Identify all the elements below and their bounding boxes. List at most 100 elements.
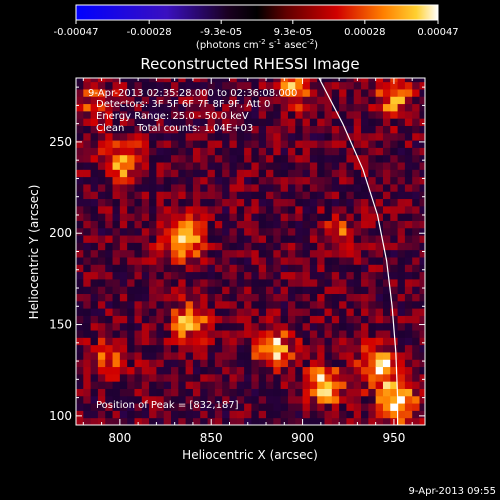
heatmap-cell — [112, 235, 121, 243]
heatmap-cell — [258, 235, 267, 243]
heatmap-cell — [295, 140, 304, 148]
heatmap-cell — [251, 176, 260, 185]
heatmap-cell — [222, 96, 230, 105]
heatmap-cell — [339, 169, 347, 178]
heatmap-cell — [419, 351, 425, 360]
heatmap-cell — [266, 81, 274, 90]
heatmap-cell — [397, 381, 406, 389]
heatmap-cell — [192, 300, 201, 309]
heatmap-cell — [112, 388, 121, 397]
heatmap-cell — [375, 322, 384, 331]
heatmap-cell — [419, 78, 425, 83]
heatmap-cell — [83, 300, 92, 309]
heatmap-cell — [171, 271, 179, 280]
heatmap-cell — [397, 88, 406, 97]
heatmap-cell — [361, 169, 369, 178]
heatmap-cell — [76, 344, 84, 353]
heatmap-cell — [397, 308, 406, 316]
heatmap-cell — [178, 78, 187, 83]
heatmap-cell — [207, 264, 216, 273]
heatmap-cell — [134, 373, 143, 382]
heatmap-cell — [185, 337, 194, 346]
heatmap-cell — [149, 183, 157, 192]
heatmap-cell — [368, 169, 377, 178]
heatmap-cell — [97, 337, 106, 346]
heatmap-cell — [229, 125, 238, 134]
heatmap-cell — [361, 96, 369, 105]
heatmap-cell — [302, 264, 311, 273]
heatmap-cell — [404, 96, 413, 105]
heatmap-cell — [214, 278, 223, 287]
heatmap-cell — [302, 220, 311, 229]
heatmap-cell — [127, 191, 135, 200]
heatmap-cell — [317, 147, 326, 156]
heatmap-cell — [214, 256, 223, 265]
heatmap-cell — [156, 78, 165, 83]
heatmap-cell — [419, 220, 425, 229]
heatmap-cell — [331, 235, 340, 243]
heatmap-cell — [287, 162, 296, 170]
heatmap-cell — [397, 293, 406, 302]
heatmap-cell — [419, 154, 425, 163]
heatmap-cell — [178, 373, 187, 382]
heatmap-cell — [361, 227, 369, 236]
heatmap-cell — [200, 78, 209, 83]
heatmap-cell — [244, 278, 252, 287]
heatmap-cell — [412, 198, 421, 207]
heatmap-cell — [273, 388, 282, 397]
heatmap-cell — [404, 169, 413, 178]
heatmap-cell — [90, 315, 99, 324]
heatmap-cell — [90, 205, 99, 214]
heatmap-cell — [331, 110, 340, 119]
heatmap-cell — [127, 315, 135, 324]
heatmap-cell — [76, 235, 84, 243]
heatmap-cell — [251, 242, 260, 251]
heatmap-cell — [412, 344, 421, 353]
heatmap-cell — [171, 249, 179, 258]
heatmap-cell — [309, 242, 318, 251]
heatmap-cell — [97, 220, 106, 229]
heatmap-cell — [419, 198, 425, 207]
heatmap-cell — [178, 125, 187, 134]
heatmap-cell — [185, 373, 194, 382]
heatmap-cell — [331, 176, 340, 185]
heatmap-cell — [287, 140, 296, 148]
heatmap-cell — [90, 293, 99, 302]
heatmap-cell — [412, 147, 421, 156]
heatmap-cell — [361, 359, 369, 368]
heatmap-cell — [149, 366, 157, 375]
heatmap-cell — [185, 205, 194, 214]
heatmap-cell — [404, 366, 413, 375]
heatmap-cell — [317, 154, 326, 163]
heatmap-cell — [412, 235, 421, 243]
heatmap-cell — [83, 264, 92, 273]
heatmap-cell — [251, 373, 260, 382]
heatmap-cell — [346, 198, 355, 207]
heatmap-cell — [404, 132, 413, 141]
heatmap-cell — [273, 162, 282, 170]
heatmap-cell — [127, 205, 135, 214]
heatmap-cell — [97, 110, 106, 119]
heatmap-cell — [280, 351, 289, 360]
heatmap-cell — [236, 227, 245, 236]
heatmap-cell — [76, 220, 84, 229]
heatmap-cell — [192, 373, 201, 382]
heatmap-cell — [273, 205, 282, 214]
heatmap-cell — [302, 147, 311, 156]
heatmap-cell — [302, 388, 311, 397]
heatmap-cell — [112, 300, 121, 309]
heatmap-cell — [214, 330, 223, 338]
heatmap-cell — [324, 330, 333, 338]
heatmap-cell — [229, 88, 238, 97]
heatmap-cell — [229, 154, 238, 163]
heatmap-cell — [171, 118, 179, 126]
heatmap-cell — [419, 271, 425, 280]
heatmap-cell — [339, 110, 347, 119]
heatmap-cell — [171, 337, 179, 346]
heatmap-cell — [346, 330, 355, 338]
heatmap-cell — [156, 103, 165, 112]
heatmap-cell — [163, 249, 172, 258]
heatmap-cell — [119, 147, 128, 156]
heatmap-cell — [419, 176, 425, 185]
heatmap-cell — [149, 78, 157, 83]
